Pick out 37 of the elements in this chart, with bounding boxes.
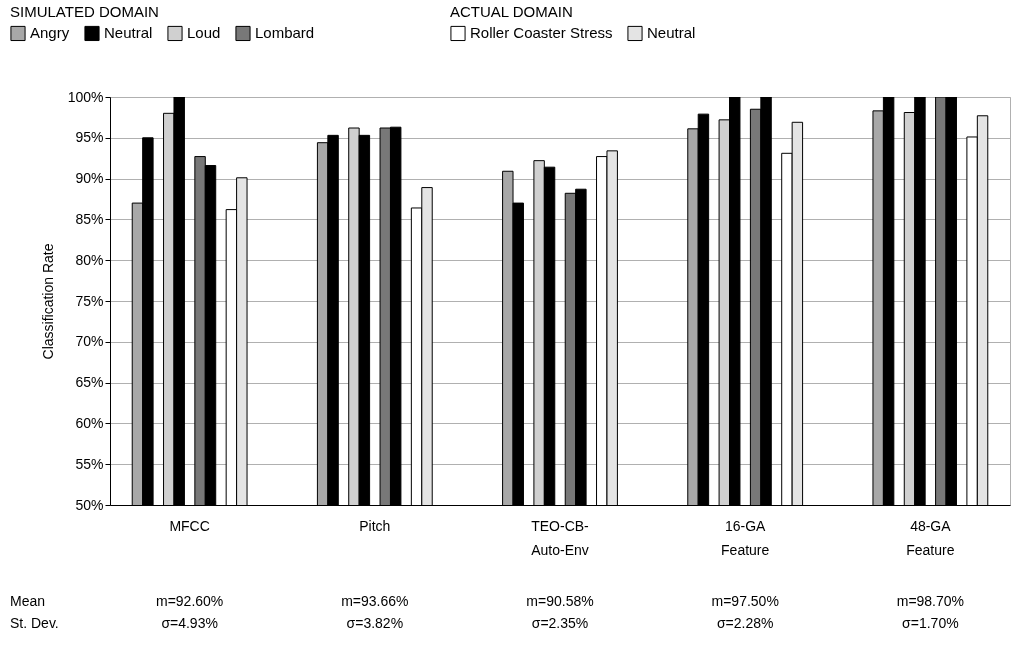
x-tick-label: 16-GA Feature xyxy=(721,517,770,558)
x-tick-label: TEO-CB- Auto-Env xyxy=(531,517,590,558)
text: Mean xyxy=(10,593,46,609)
y-tick-label: 65% xyxy=(75,374,104,391)
y-tick-label: 100% xyxy=(67,88,104,105)
text: ACTUAL DOMAIN xyxy=(450,3,573,20)
legend-label: Roller Coaster Stress xyxy=(470,24,613,42)
text: σ=2.35% xyxy=(531,615,589,631)
text: St. Dev. xyxy=(10,615,59,631)
y-tick-label: 85% xyxy=(75,210,104,227)
y-tick-label: 60% xyxy=(75,414,104,431)
text: SIMULATED DOMAIN xyxy=(10,3,159,20)
x-tick-label: Pitch xyxy=(359,517,391,534)
y-tick-label: 70% xyxy=(75,333,104,350)
text: m=92.60% xyxy=(155,593,224,609)
text: σ=4.93% xyxy=(161,615,218,631)
text: m=98.70% xyxy=(896,593,965,609)
y-tick-label: 80% xyxy=(75,251,104,268)
y-axis-title: Classification Rate xyxy=(39,243,56,360)
text: σ=1.70% xyxy=(902,615,959,631)
legend-label: Neutral xyxy=(647,24,696,42)
text: σ=3.82% xyxy=(346,615,404,631)
y-tick-label: 90% xyxy=(75,170,104,187)
text: m=90.58% xyxy=(526,593,594,609)
x-tick-label: 48-GA Feature xyxy=(906,517,955,558)
text: σ=2.28% xyxy=(716,615,774,631)
legend-label: Loud xyxy=(187,24,221,42)
y-tick-label: 95% xyxy=(75,129,104,146)
y-tick-label: 75% xyxy=(75,292,104,309)
legend-label: Neutral xyxy=(104,24,153,42)
x-tick-label: MFCC xyxy=(169,517,210,534)
y-tick-label: 50% xyxy=(75,496,104,513)
text: m=97.50% xyxy=(711,593,779,609)
y-tick-label: 55% xyxy=(75,455,104,472)
legend-label: Lombard xyxy=(255,24,315,42)
text: m=93.66% xyxy=(341,593,409,609)
legend-label: Angry xyxy=(30,24,70,42)
